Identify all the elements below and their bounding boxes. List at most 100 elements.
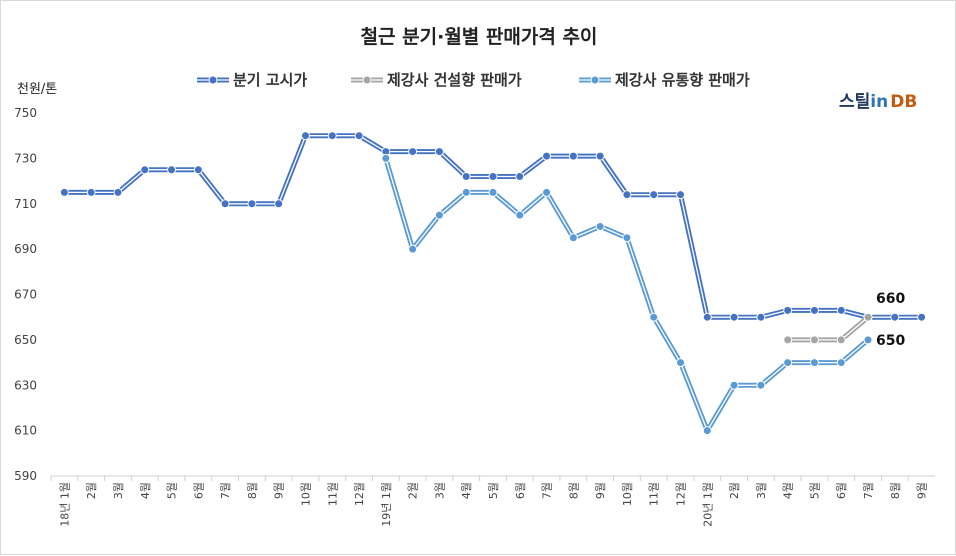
x-tick-label: 8월 [567,482,580,499]
x-tick-label: 3월 [433,482,446,499]
x-tick-label: 12월 [353,482,366,506]
data-point [676,190,686,200]
data-point [542,187,552,197]
x-tick-label: 9월 [594,482,607,499]
data-point [247,199,257,209]
data-point [568,151,578,161]
data-point [274,199,284,209]
data-point [327,131,337,141]
data-point [702,426,712,436]
data-point [649,190,659,200]
chart-title: 철근 분기·월별 판매가격 추이 [361,26,598,48]
data-point [300,131,310,141]
data-point [59,187,69,197]
x-tick-label: 6월 [514,482,527,499]
brand-part2: in [870,92,888,112]
y-tick-label: 650 [14,333,37,347]
data-point [167,165,177,175]
data-point [863,312,873,322]
y-tick-label: 710 [14,197,37,211]
y-axis-unit: 천원/톤 [17,82,57,97]
legend-marker [208,75,218,85]
series-line [787,315,870,343]
data-point [809,305,819,315]
data-point [354,131,364,141]
x-tick-label: 10월 [299,482,312,506]
x-tick-label: 20년 1월 [701,482,714,527]
data-point [193,165,203,175]
x-tick-label: 19년 1월 [380,482,393,527]
x-tick-label: 12월 [675,482,688,506]
y-axis-ticks: 590 610 630 650 670 690 710 730 750 [14,106,37,483]
x-tick-label: 6월 [835,482,848,499]
data-point [917,312,927,322]
legend-label: 제강사 유통향 판매가 [615,71,750,89]
x-tick-label: 5월 [166,482,179,499]
data-point [568,233,578,243]
x-tick-label: 4월 [139,482,152,499]
y-tick-label: 590 [14,469,37,483]
x-tick-label: 7월 [219,482,232,499]
data-point [622,233,632,243]
data-point [836,335,846,345]
y-tick-label: 630 [14,378,37,392]
legend-label: 분기 고시가 [233,71,307,89]
x-tick-label: 10월 [621,482,634,506]
data-point [434,147,444,157]
data-point [381,153,391,163]
data-point [595,221,605,231]
legend-marker [362,75,372,85]
data-point [461,187,471,197]
data-point [809,358,819,368]
brand-part3: DB [890,92,917,112]
x-tick-label: 4월 [460,482,473,499]
data-point [622,190,632,200]
y-tick-label: 730 [14,151,37,165]
legend: 분기 고시가 제강사 건설향 판매가 제강사 유통향 판매가 [197,71,750,89]
legend-marker [590,75,600,85]
brand-logo: 스틸in DB [839,91,917,112]
x-tick-label: 8월 [246,482,259,499]
x-tick-label: 11월 [648,482,661,506]
data-label: 650 [876,333,905,349]
series-line-highlight [787,316,869,341]
x-tick-label: 18년 1월 [58,482,71,527]
data-point [542,151,552,161]
series-layer [59,131,927,436]
data-point [756,312,766,322]
data-point [86,187,96,197]
data-point [729,312,739,322]
data-point [783,305,793,315]
x-tick-label: 8월 [889,482,902,499]
series-3 [381,153,873,436]
series-line-highlight [64,135,922,318]
x-tick-label: 11월 [326,482,339,506]
legend-item: 분기 고시가 [197,71,307,89]
data-point [783,335,793,345]
x-tick-label: 7월 [541,482,554,499]
data-point [140,165,150,175]
x-tick-label: 5월 [808,482,821,499]
data-point [408,244,418,254]
data-point [836,305,846,315]
x-tick-label: 9월 [273,482,286,499]
series-2 [783,312,873,345]
x-tick-label: 2월 [728,482,741,499]
y-tick-label: 610 [14,424,37,438]
data-point [113,187,123,197]
series-line [64,133,922,320]
data-point [783,358,793,368]
data-point [890,312,900,322]
data-point [488,172,498,182]
x-tick-label: 7월 [862,482,875,499]
brand-part1: 스틸 [839,91,870,112]
data-point [461,172,471,182]
annotation-layer: 660 650 [876,291,905,349]
y-tick-label: 690 [14,242,37,256]
data-point [515,172,525,182]
data-point [649,312,659,322]
x-tick-label: 2월 [407,482,420,499]
